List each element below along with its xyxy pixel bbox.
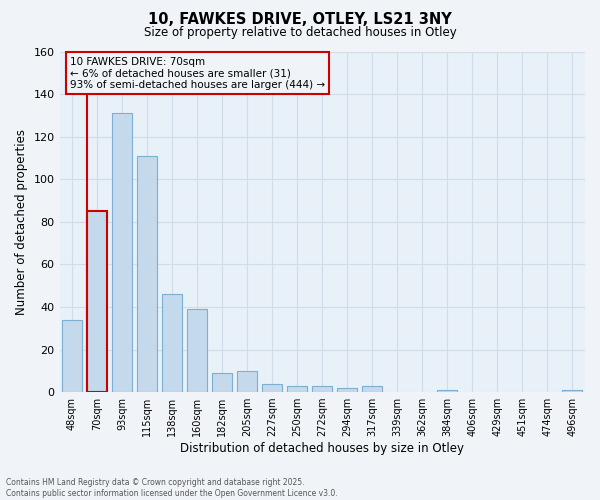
Text: 10, FAWKES DRIVE, OTLEY, LS21 3NY: 10, FAWKES DRIVE, OTLEY, LS21 3NY: [148, 12, 452, 28]
Bar: [362, 386, 382, 392]
X-axis label: Distribution of detached houses by size in Otley: Distribution of detached houses by size …: [180, 442, 464, 455]
Bar: [87, 211, 107, 392]
Text: 10 FAWKES DRIVE: 70sqm
← 6% of detached houses are smaller (31)
93% of semi-deta: 10 FAWKES DRIVE: 70sqm ← 6% of detached …: [70, 56, 325, 90]
Text: Size of property relative to detached houses in Otley: Size of property relative to detached ho…: [143, 26, 457, 39]
Bar: [337, 388, 358, 392]
Text: Contains HM Land Registry data © Crown copyright and database right 2025.
Contai: Contains HM Land Registry data © Crown c…: [6, 478, 338, 498]
Bar: [137, 156, 157, 392]
Bar: [562, 390, 583, 392]
Y-axis label: Number of detached properties: Number of detached properties: [15, 129, 28, 315]
Bar: [187, 309, 207, 392]
Bar: [212, 373, 232, 392]
Bar: [162, 294, 182, 392]
Bar: [437, 390, 457, 392]
Bar: [237, 371, 257, 392]
Bar: [312, 386, 332, 392]
Bar: [287, 386, 307, 392]
Bar: [262, 384, 282, 392]
Bar: [62, 320, 82, 392]
Bar: [112, 113, 132, 392]
